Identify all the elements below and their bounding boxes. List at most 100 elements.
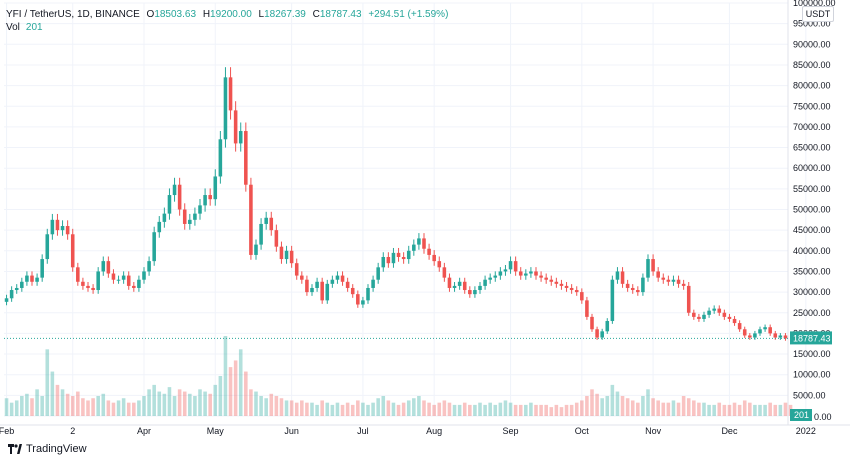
candle xyxy=(188,219,192,224)
candle xyxy=(340,275,345,282)
candle xyxy=(65,226,70,235)
candle xyxy=(284,250,289,260)
candle xyxy=(529,271,533,274)
candle xyxy=(758,329,762,334)
volume-bar xyxy=(783,402,788,416)
volume-bar xyxy=(167,387,172,416)
tradingview-logo[interactable]: TradingView xyxy=(8,443,87,455)
volume-bar xyxy=(81,398,85,416)
candle xyxy=(656,271,660,278)
x-tick-label: Jun xyxy=(284,426,299,436)
volume-bar xyxy=(55,384,60,416)
low-label: L xyxy=(258,9,265,20)
candle xyxy=(524,273,528,276)
volume-bar xyxy=(600,398,604,416)
candle xyxy=(783,335,788,339)
x-tick-label: 2 xyxy=(70,426,75,436)
volume-bar xyxy=(274,396,279,416)
volume-bar xyxy=(625,398,630,416)
y-tick-label: 65000.00 xyxy=(793,143,831,153)
candle xyxy=(259,223,263,245)
symbol-title[interactable]: YFI / TetherUS, 1D, BINANCE xyxy=(6,9,140,20)
volume-bar xyxy=(758,404,762,416)
candle xyxy=(86,285,90,288)
candle xyxy=(30,275,34,282)
candle xyxy=(381,256,386,268)
candle xyxy=(549,279,554,282)
volume-bar xyxy=(753,404,757,416)
candle xyxy=(228,77,233,111)
volume-bar xyxy=(493,404,498,416)
volume-bar xyxy=(615,391,620,416)
volume-bar xyxy=(417,396,421,416)
candle xyxy=(14,287,19,291)
candle xyxy=(676,279,681,284)
candle xyxy=(182,209,187,224)
y-tick-label: 70000.00 xyxy=(793,122,831,132)
y-tick-label: 0.00 xyxy=(814,412,832,422)
candle xyxy=(513,261,518,272)
brand-name: TradingView xyxy=(26,443,87,455)
candle xyxy=(534,271,538,276)
volume-bar xyxy=(238,349,243,416)
volume-bar xyxy=(681,396,686,416)
candle xyxy=(590,316,594,330)
volume-bar xyxy=(172,396,177,416)
candle xyxy=(671,279,676,282)
volume-bar xyxy=(656,400,660,416)
candle xyxy=(636,290,640,293)
candle xyxy=(172,184,177,196)
volume-bar xyxy=(111,402,116,416)
x-tick-label: Sep xyxy=(503,426,519,436)
volume-bar xyxy=(30,398,34,416)
candle xyxy=(81,281,85,286)
currency-selector[interactable]: USDT xyxy=(802,6,834,22)
candle xyxy=(692,312,696,317)
candle xyxy=(300,275,304,280)
x-tick-label: Oct xyxy=(575,426,590,436)
x-tick-label: Jul xyxy=(357,426,369,436)
volume-bar xyxy=(60,389,65,416)
volume-bar xyxy=(671,400,676,416)
volume-bar xyxy=(340,404,345,416)
candle xyxy=(142,271,146,280)
volume-bar xyxy=(188,393,192,416)
y-tick-label: 35000.00 xyxy=(793,266,831,276)
candle xyxy=(417,238,421,245)
volume-bar xyxy=(727,404,732,416)
volume-bar xyxy=(462,402,467,416)
candle xyxy=(76,267,80,282)
volume-bar xyxy=(350,404,355,416)
high-label: H xyxy=(202,9,211,20)
volume-bar xyxy=(233,360,238,416)
candle xyxy=(707,310,711,315)
candle xyxy=(681,283,686,286)
candle xyxy=(559,283,564,286)
volume-bar xyxy=(580,400,584,416)
volume-bar xyxy=(366,404,370,416)
volume-bar xyxy=(213,384,218,416)
candle xyxy=(101,261,106,272)
volume-bar xyxy=(208,393,212,416)
volume-bar xyxy=(254,391,258,416)
candle xyxy=(269,217,274,231)
volume-bar xyxy=(478,402,482,416)
candle xyxy=(55,219,60,231)
volume-bar xyxy=(50,371,55,416)
volume-bar xyxy=(76,391,80,416)
candle xyxy=(748,335,752,338)
volume-bar xyxy=(748,402,752,416)
volume-bar xyxy=(636,402,640,416)
volume-bar xyxy=(300,400,304,416)
candle xyxy=(468,290,472,295)
volume-bar xyxy=(162,393,167,416)
candle xyxy=(452,285,457,288)
close-label: C xyxy=(312,9,320,20)
candle xyxy=(574,290,579,293)
candle xyxy=(223,77,228,140)
volume-bar xyxy=(712,404,716,416)
candle xyxy=(539,275,543,278)
volume-bar xyxy=(559,407,564,416)
